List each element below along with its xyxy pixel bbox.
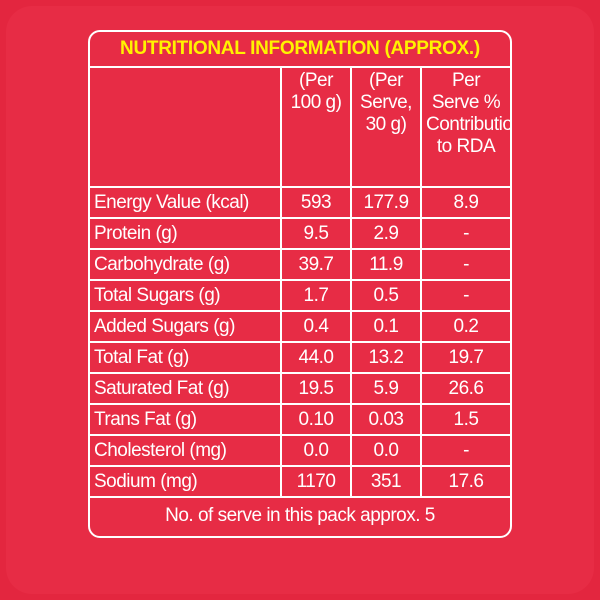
nutrient-value: 9.5 — [280, 217, 352, 250]
header-cell: (Per 100 g) — [280, 68, 352, 188]
nutrient-label: Total Fat (g) — [90, 341, 282, 374]
table-row: Saturated Fat (g) 19.5 5.9 26.6 — [90, 372, 510, 405]
table-row: Energy Value (kcal) 593 177.9 8.9 — [90, 186, 510, 219]
table-row: Protein (g) 9.5 2.9- — [90, 217, 510, 250]
nutrient-value: 2.9 — [350, 217, 422, 250]
header-line: 100 g) — [290, 92, 342, 113]
nutrient-value: 1.7 — [280, 279, 352, 312]
nutrient-label: Sodium (mg) — [90, 465, 282, 498]
nutrient-value: 5.9 — [350, 372, 422, 405]
nutrient-value: 0.4 — [280, 310, 352, 343]
table-row: Total Sugars (g) 1.7 0.5- — [90, 279, 510, 312]
nutrient-value: 177.9 — [350, 186, 422, 219]
header-line: Per — [451, 70, 481, 91]
nutrient-value: 0.5 — [350, 279, 422, 312]
nutrition-table: (Per 100 g) (Per Serve, 30 g) Per Serve % Contr… — [90, 68, 510, 498]
nutrient-value: - — [420, 248, 510, 281]
nutrient-label: Carbohydrate (g) — [90, 248, 282, 281]
nutrient-label: Total Sugars (g) — [90, 279, 282, 312]
table-row: Added Sugars (g) 0.4 0.1 0.2 — [90, 310, 510, 343]
nutrient-label: Protein (g) — [90, 217, 282, 250]
nutrient-value: 0.2 — [420, 310, 510, 343]
nutrient-value: 0.03 — [350, 403, 422, 436]
nutrient-value: 0.0 — [280, 434, 352, 467]
table-row: Sodium (mg) 1170 351 17.6 — [90, 465, 510, 498]
header-cell — [90, 68, 282, 188]
nutrition-box: NUTRITIONAL INFORMATION (APPROX.) (Per 10… — [88, 30, 512, 538]
nutrient-value: - — [420, 217, 510, 250]
nutrient-value: 17.6 — [420, 465, 510, 498]
header-line: to RDA — [436, 136, 496, 157]
nutrient-value: - — [420, 279, 510, 312]
nutrient-value: 19.7 — [420, 341, 510, 374]
nutrient-value: 26.6 — [420, 372, 510, 405]
nutrient-value: 0.1 — [350, 310, 422, 343]
nutrient-value: 1170 — [280, 465, 352, 498]
header-line: (Per — [299, 70, 333, 91]
nutrient-value: 8.9 — [420, 186, 510, 219]
nutrient-value: 0.0 — [350, 434, 422, 467]
nutrient-label: Energy Value (kcal) — [90, 186, 282, 219]
header-line: 30 g) — [365, 114, 407, 135]
table-row: Trans Fat (g) 0.10 0.03 1.5 — [90, 403, 510, 436]
nutrient-value: 351 — [350, 465, 422, 498]
table-row: Total Fat (g) 44.0 13.2 19.7 — [90, 341, 510, 374]
header-line: Serve, — [360, 92, 412, 113]
nutrient-value: - — [420, 434, 510, 467]
header-cell: (Per Serve, 30 g) — [350, 68, 422, 188]
nutrient-value: 593 — [280, 186, 352, 219]
nutrient-label: Saturated Fat (g) — [90, 372, 282, 405]
nutrient-label: Added Sugars (g) — [90, 310, 282, 343]
table-row: Carbohydrate (g) 39.7 11.9- — [90, 248, 510, 281]
title: NUTRITIONAL INFORMATION (APPROX.) — [90, 32, 510, 68]
nutrient-label: Cholesterol (mg) — [90, 434, 282, 467]
header-line: (Per — [369, 70, 403, 91]
nutrient-value: 13.2 — [350, 341, 422, 374]
footer: No. of serve in this pack approx. 5 — [165, 505, 435, 526]
nutrient-label: Trans Fat (g) — [90, 403, 282, 436]
table-row: Cholesterol (mg) 0.0 0.0- — [90, 434, 510, 467]
header-line: Serve % — [431, 92, 501, 113]
nutrient-value: 19.5 — [280, 372, 352, 405]
header-row: (Per 100 g) (Per Serve, 30 g) Per Serve % Contr… — [90, 68, 512, 188]
header-line: Contribution — [426, 114, 512, 135]
nutrient-value: 44.0 — [280, 341, 352, 374]
nutrient-value: 11.9 — [350, 248, 422, 281]
nutrient-value: 1.5 — [420, 403, 510, 436]
nutrient-value: 0.10 — [280, 403, 352, 436]
nutrient-value: 39.7 — [280, 248, 352, 281]
